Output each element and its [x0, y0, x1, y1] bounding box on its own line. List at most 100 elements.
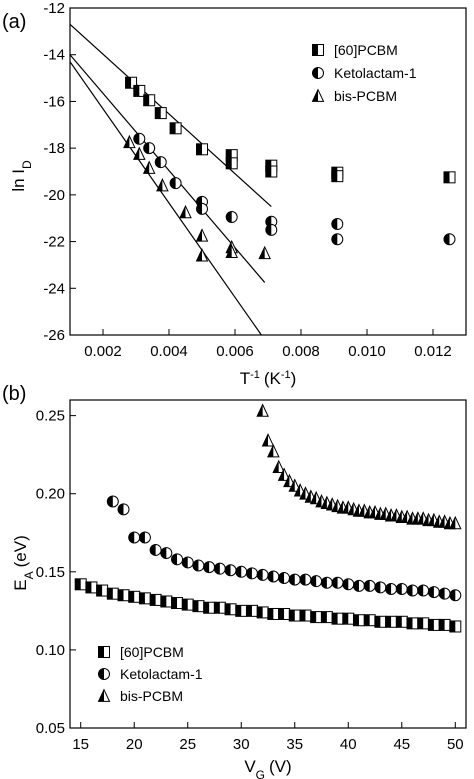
data-point-b-s1	[160, 595, 173, 608]
data-point-b-s1	[352, 614, 365, 627]
fit-lines-a	[70, 23, 272, 335]
data-point-b-s3	[267, 444, 280, 458]
data-point-b-s2	[213, 562, 226, 575]
data-point-a-s2	[143, 142, 156, 155]
a-legend-label-1: [60]PCBM	[334, 42, 398, 58]
a-y-tick-label: -14	[43, 47, 65, 64]
a-x-tick-label: 0.008	[282, 343, 320, 360]
data-point-b-s2	[385, 582, 398, 595]
y-axis-label-a: ln ID	[9, 160, 34, 192]
legend-b: [60]PCBM Ketolactam-1 bis-PCBM	[97, 644, 203, 704]
data-points-a	[123, 76, 456, 262]
data-point-a-s1	[265, 165, 278, 178]
data-point-a-s3	[195, 248, 209, 262]
data-point-b-s2	[417, 584, 430, 597]
b-x-tick-label: 45	[393, 736, 410, 753]
data-point-b-s1	[288, 609, 301, 622]
data-points-b	[74, 403, 462, 633]
a-x-tick-label: 0.010	[348, 343, 386, 360]
a-y-tick-label: -26	[43, 327, 65, 344]
data-point-b-s1	[417, 617, 430, 630]
data-point-b-s2	[235, 565, 248, 578]
b-y-tick-label: 0.05	[36, 720, 65, 737]
data-point-b-s2	[438, 587, 451, 600]
data-point-b-s1	[374, 615, 387, 628]
b-y-tick-label: 0.20	[36, 486, 65, 503]
data-point-b-s2	[138, 531, 151, 544]
data-point-a-s1	[225, 157, 238, 170]
data-point-b-s1	[310, 611, 323, 624]
a-y-tick-label: -22	[43, 234, 65, 251]
a-y-tick-label: -16	[43, 93, 65, 110]
data-point-a-s3	[225, 244, 238, 258]
y-axis-label-b: EA(eV)	[11, 535, 36, 590]
data-point-a-s3	[195, 228, 209, 242]
b-x-tick-label: 50	[447, 736, 464, 753]
fit-line-3	[70, 61, 262, 335]
data-point-a-s1	[443, 171, 456, 184]
data-point-b-s2	[160, 547, 173, 560]
b-x-tick-label: 25	[179, 736, 196, 753]
data-point-b-s3	[256, 403, 269, 417]
data-point-a-s3	[142, 160, 156, 174]
a-x-tick-label: 0.012	[414, 343, 452, 360]
data-point-b-s1	[278, 607, 291, 620]
panel-b-label: (b)	[2, 383, 26, 405]
data-point-b-s2	[288, 573, 301, 586]
data-point-b-s2	[117, 503, 130, 516]
data-point-b-s2	[374, 581, 387, 594]
data-point-a-s2	[196, 202, 208, 215]
data-point-a-s2	[133, 132, 146, 145]
data-point-b-s1	[224, 603, 237, 616]
data-point-b-s1	[149, 593, 162, 606]
b-legend-marker-2	[98, 668, 110, 680]
data-point-b-s3	[272, 459, 285, 474]
b-y-tick-label: 0.25	[36, 408, 65, 425]
a-y-tick-label: -24	[43, 280, 65, 297]
data-point-b-s2	[106, 495, 119, 508]
data-point-b-s2	[363, 579, 376, 592]
data-point-a-s1	[331, 170, 344, 183]
data-point-a-s3	[179, 204, 192, 219]
plot-frame-a	[69, 7, 467, 336]
data-point-b-s1	[128, 590, 141, 603]
data-point-b-s1	[256, 606, 269, 619]
a-y-tick-label: -18	[43, 140, 65, 157]
b-legend-label-3: bis-PCBM	[120, 688, 183, 704]
b-legend-label-2: Ketolactam-1	[120, 666, 203, 682]
x-axis-label-b: VG (V)	[244, 757, 291, 779]
data-point-b-s1	[245, 604, 258, 617]
a-y-tick-label: -12	[43, 0, 65, 17]
data-point-b-s2	[267, 570, 280, 583]
data-point-a-s2	[154, 156, 167, 169]
b-legend-label-1: [60]PCBM	[120, 644, 184, 660]
data-point-b-s2	[331, 576, 344, 589]
data-point-b-s2	[449, 589, 462, 602]
data-point-b-s2	[224, 564, 237, 577]
data-point-b-s1	[85, 581, 98, 594]
data-point-b-s1	[363, 614, 376, 627]
data-point-b-s1	[331, 612, 344, 625]
data-point-b-s2	[171, 553, 184, 566]
data-point-b-s3	[449, 515, 462, 530]
data-point-b-s2	[192, 559, 205, 572]
data-point-b-s1	[299, 609, 312, 622]
data-point-b-s1	[320, 611, 333, 624]
a-y-tick-label: -20	[43, 187, 65, 204]
b-x-tick-label: 30	[233, 736, 250, 753]
data-point-a-s1	[133, 84, 146, 97]
data-point-b-s1	[192, 600, 205, 613]
data-point-a-s1	[154, 107, 167, 120]
data-point-a-s1	[143, 94, 156, 107]
data-point-b-s3	[277, 467, 291, 481]
plot-frame-b	[69, 399, 467, 729]
data-point-b-s2	[245, 567, 258, 580]
data-point-b-s1	[427, 618, 440, 631]
data-point-b-s1	[181, 598, 194, 611]
data-point-a-s2	[265, 223, 278, 236]
a-legend-marker-3	[311, 88, 325, 102]
data-point-a-s3	[156, 178, 169, 192]
data-point-b-s2	[203, 561, 216, 574]
a-legend-label-2: Ketolactam-1	[334, 65, 417, 81]
